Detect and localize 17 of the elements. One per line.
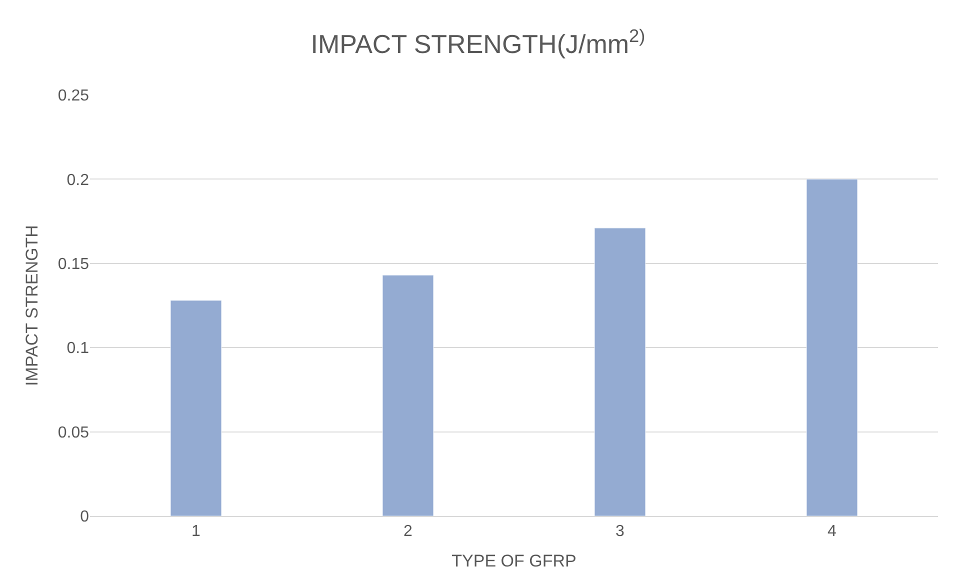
y-tick-label: 0 [80, 508, 90, 526]
bar [382, 274, 434, 516]
y-tick-label: 0.2 [66, 172, 90, 189]
y-tick-label: 0.15 [58, 256, 90, 273]
chart-title: IMPACT STRENGTH(J/mm$^{2)}$ [310, 26, 646, 59]
x-tick-label: 4 [828, 523, 837, 540]
x-axis-title: TYPE OF GFRP [452, 552, 576, 571]
x-tick-label: 3 [616, 523, 625, 540]
bar [170, 300, 222, 516]
y-tick-label: 0.25 [58, 88, 90, 105]
y-axis-title: IMPACT STRENGTH [22, 225, 42, 386]
x-tick-label: 1 [192, 523, 201, 540]
y-tick-label: 0.05 [58, 424, 90, 442]
x-tick-label: 2 [404, 523, 413, 540]
y-tick-label: 0.1 [66, 340, 90, 358]
bar [594, 228, 646, 516]
bar [806, 178, 858, 516]
